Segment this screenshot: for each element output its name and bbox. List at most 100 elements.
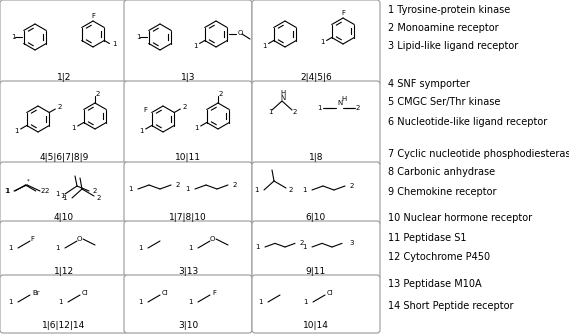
Text: 7 Cyclic nucleotide phosphodiesterase: 7 Cyclic nucleotide phosphodiesterase <box>388 149 569 159</box>
Text: 2: 2 <box>219 91 223 97</box>
Text: 1: 1 <box>5 188 9 194</box>
Text: 1: 1 <box>268 109 272 115</box>
Text: 6 Nucleotide-like ligand receptor: 6 Nucleotide-like ligand receptor <box>388 117 547 127</box>
Text: 1|7|8|10: 1|7|8|10 <box>169 212 207 221</box>
FancyBboxPatch shape <box>124 81 252 166</box>
Text: 1: 1 <box>6 188 10 194</box>
Text: N: N <box>337 100 342 106</box>
Text: 1: 1 <box>188 245 193 251</box>
Text: 10|11: 10|11 <box>175 154 201 163</box>
Text: 2: 2 <box>176 182 180 188</box>
Text: 2: 2 <box>289 187 294 193</box>
Text: 1: 1 <box>185 186 190 192</box>
Text: 11 Peptidase S1: 11 Peptidase S1 <box>388 233 467 243</box>
Text: 1|8: 1|8 <box>309 154 323 163</box>
Text: 1: 1 <box>255 244 260 250</box>
Text: 1|12: 1|12 <box>54 267 74 276</box>
Text: 1: 1 <box>258 299 263 305</box>
Text: 1 Tyrosine-protein kinase: 1 Tyrosine-protein kinase <box>388 5 510 15</box>
FancyBboxPatch shape <box>0 275 128 333</box>
Text: 2: 2 <box>293 109 297 115</box>
Text: 1: 1 <box>303 244 307 250</box>
Text: 12 Cytochrome P450: 12 Cytochrome P450 <box>388 252 490 262</box>
FancyBboxPatch shape <box>124 221 252 279</box>
Text: 1: 1 <box>14 128 19 134</box>
Text: Cl: Cl <box>327 290 334 296</box>
Text: H: H <box>341 96 347 102</box>
Text: Cl: Cl <box>82 290 89 296</box>
FancyBboxPatch shape <box>0 81 128 166</box>
Text: 1: 1 <box>320 39 325 45</box>
Text: F: F <box>341 10 345 16</box>
Text: 3|13: 3|13 <box>178 267 198 276</box>
Text: O: O <box>238 30 244 36</box>
Text: 3: 3 <box>349 240 353 246</box>
Text: 1: 1 <box>303 299 308 305</box>
Text: 10 Nuclear hormone receptor: 10 Nuclear hormone receptor <box>388 213 532 223</box>
Text: H: H <box>281 90 286 96</box>
Text: 1|3: 1|3 <box>181 72 195 81</box>
Text: 3|10: 3|10 <box>178 321 198 330</box>
Text: 1: 1 <box>139 128 144 134</box>
Text: 1: 1 <box>129 186 133 192</box>
Text: 4|5|6|7|8|9: 4|5|6|7|8|9 <box>39 154 89 163</box>
FancyBboxPatch shape <box>124 162 252 225</box>
Text: 1: 1 <box>59 299 63 305</box>
FancyBboxPatch shape <box>0 162 128 225</box>
Text: 2: 2 <box>57 104 61 110</box>
Text: 6|10: 6|10 <box>306 212 326 221</box>
Text: 9 Chemokine receptor: 9 Chemokine receptor <box>388 187 497 197</box>
Text: 1: 1 <box>254 187 259 193</box>
Text: 1: 1 <box>262 42 267 48</box>
Text: 1: 1 <box>63 195 67 201</box>
Text: 1: 1 <box>72 125 76 131</box>
Text: 2: 2 <box>93 188 97 194</box>
Text: 1: 1 <box>11 34 15 40</box>
Text: 2: 2 <box>233 182 237 188</box>
FancyBboxPatch shape <box>252 221 380 279</box>
Text: 2: 2 <box>300 240 304 246</box>
Text: 4 SNF symporter: 4 SNF symporter <box>388 79 470 89</box>
Text: 1: 1 <box>303 187 307 193</box>
Text: F: F <box>30 236 34 242</box>
FancyBboxPatch shape <box>252 275 380 333</box>
Text: 2 Monoamine receptor: 2 Monoamine receptor <box>388 23 498 33</box>
Text: 2: 2 <box>356 105 360 111</box>
Text: 3 Lipid-like ligand receptor: 3 Lipid-like ligand receptor <box>388 41 518 51</box>
Text: O: O <box>76 236 82 242</box>
Text: 2: 2 <box>350 183 354 189</box>
Text: N: N <box>281 95 286 101</box>
Text: 5 CMGC Ser/Thr kinase: 5 CMGC Ser/Thr kinase <box>388 97 500 107</box>
Text: 1: 1 <box>193 42 198 48</box>
FancyBboxPatch shape <box>0 0 128 85</box>
FancyBboxPatch shape <box>252 81 380 166</box>
FancyBboxPatch shape <box>124 275 252 333</box>
Text: F: F <box>212 290 216 296</box>
Text: 1: 1 <box>56 191 60 197</box>
Text: 1: 1 <box>136 34 140 40</box>
Text: 2: 2 <box>96 91 100 97</box>
FancyBboxPatch shape <box>252 162 380 225</box>
Text: 1: 1 <box>9 245 13 251</box>
Text: *: * <box>27 178 30 183</box>
FancyBboxPatch shape <box>124 0 252 85</box>
Text: 1: 1 <box>138 299 143 305</box>
Text: 8 Carbonic anhydrase: 8 Carbonic anhydrase <box>388 167 495 177</box>
Text: 1|2: 1|2 <box>57 72 71 81</box>
Text: 1: 1 <box>188 299 193 305</box>
FancyBboxPatch shape <box>0 221 128 279</box>
Text: F: F <box>144 108 148 114</box>
Text: 1: 1 <box>60 193 64 199</box>
Text: 10|14: 10|14 <box>303 321 329 330</box>
Text: 9|11: 9|11 <box>306 267 326 276</box>
Text: 1: 1 <box>112 41 117 47</box>
Text: 14 Short Peptide receptor: 14 Short Peptide receptor <box>388 301 513 311</box>
Text: Cl: Cl <box>162 290 169 296</box>
Text: 1: 1 <box>9 299 13 305</box>
Text: 2: 2 <box>97 195 101 201</box>
Text: Br: Br <box>32 290 40 296</box>
FancyBboxPatch shape <box>252 0 380 85</box>
Text: 1: 1 <box>56 245 60 251</box>
Text: 2|4|5|6: 2|4|5|6 <box>300 72 332 81</box>
Text: 1: 1 <box>318 105 322 111</box>
